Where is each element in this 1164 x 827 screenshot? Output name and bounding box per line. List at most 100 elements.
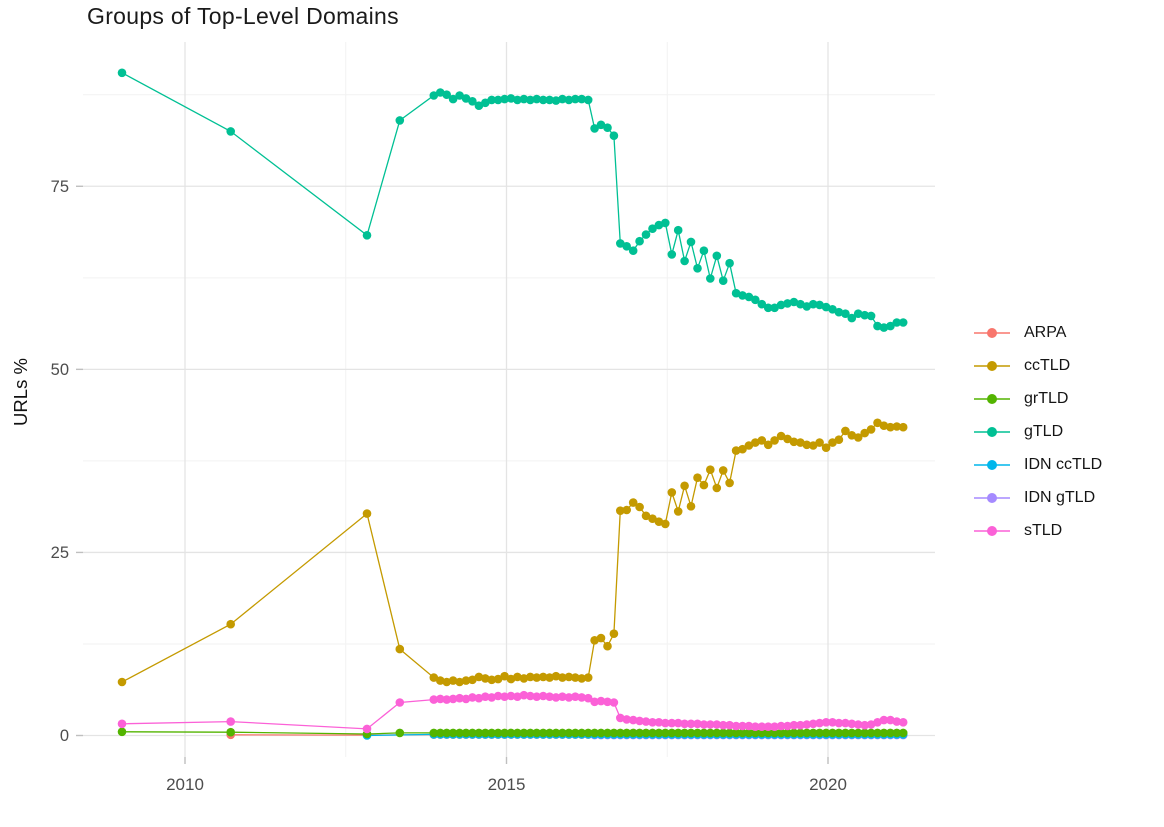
data-point <box>661 218 670 228</box>
data-point <box>395 728 405 738</box>
legend-key-icon <box>974 459 1010 470</box>
data-point <box>526 691 535 701</box>
data-point <box>442 90 452 99</box>
data-point <box>661 728 670 738</box>
data-point <box>686 719 696 729</box>
x-tick-label: 2020 <box>809 775 847 794</box>
data-point <box>571 728 580 738</box>
data-point <box>558 673 567 682</box>
data-point <box>815 728 824 738</box>
data-point <box>513 672 522 682</box>
data-point <box>680 728 689 738</box>
data-point <box>706 465 715 475</box>
data-point <box>770 728 779 738</box>
series-gTLD <box>117 68 908 332</box>
data-point <box>886 728 895 738</box>
data-point <box>648 728 657 738</box>
data-point <box>796 720 805 730</box>
data-point <box>455 677 464 687</box>
data-point <box>362 231 372 240</box>
data-point <box>609 728 619 738</box>
data-point <box>706 720 715 729</box>
data-point <box>763 722 773 731</box>
legend-key-icon <box>974 393 1010 404</box>
data-point <box>879 715 889 725</box>
data-point <box>693 719 702 729</box>
data-point <box>693 264 702 273</box>
data-point <box>500 671 509 681</box>
data-point <box>821 728 831 738</box>
data-point <box>886 321 895 331</box>
data-point <box>661 519 670 529</box>
data-point <box>847 719 857 729</box>
data-point <box>461 94 471 103</box>
data-point <box>545 673 554 682</box>
data-point <box>117 719 127 729</box>
legend-key-dot <box>987 459 997 470</box>
y-tick-label: 75 <box>51 178 69 196</box>
data-point <box>879 323 889 332</box>
data-point <box>577 94 586 104</box>
data-point <box>731 446 741 455</box>
data-point <box>725 720 734 730</box>
data-point <box>821 718 831 727</box>
data-point <box>519 690 529 700</box>
legend-item-gTLD: gTLD <box>972 415 1102 448</box>
data-point <box>789 437 799 447</box>
data-point <box>564 693 574 702</box>
data-point <box>622 715 631 724</box>
data-point <box>866 425 876 434</box>
data-point <box>468 675 477 685</box>
data-point <box>506 691 516 701</box>
data-point <box>487 675 497 685</box>
data-point <box>571 692 580 701</box>
legend-item-grTLD: grTLD <box>972 382 1102 415</box>
legend-item-ARPA: ARPA <box>972 316 1102 349</box>
data-point <box>789 297 799 307</box>
legend-label: IDN gTLD <box>1024 488 1096 506</box>
legend-label: sTLD <box>1024 521 1063 539</box>
data-point <box>654 728 664 738</box>
data-point <box>860 720 869 730</box>
legend-key-dot <box>987 360 997 371</box>
data-point <box>757 436 767 445</box>
data-point <box>886 422 895 432</box>
data-point <box>538 95 548 105</box>
data-point <box>532 673 541 682</box>
data-point <box>641 728 651 738</box>
data-point <box>673 718 683 728</box>
legend-item-ccTLD: ccTLD <box>972 349 1102 382</box>
data-point <box>226 717 235 726</box>
data-point <box>802 720 812 729</box>
data-point <box>853 720 863 729</box>
data-point <box>429 695 439 704</box>
data-point <box>481 674 490 683</box>
data-point <box>776 728 786 738</box>
data-point <box>481 728 490 738</box>
data-point <box>802 728 812 738</box>
data-point <box>545 692 554 701</box>
data-point <box>558 692 567 701</box>
data-point <box>699 720 709 729</box>
data-point <box>558 94 567 104</box>
data-point <box>538 672 548 682</box>
series-grTLD <box>117 727 908 739</box>
data-point <box>699 728 709 738</box>
data-point <box>712 483 722 493</box>
data-point <box>706 274 715 283</box>
data-point <box>583 95 593 105</box>
data-point <box>436 694 445 704</box>
axis-ticks: 0 25 50 75 2010 2015 2020 <box>51 178 847 794</box>
series-ccTLD <box>117 418 908 687</box>
data-point <box>429 673 439 682</box>
data-point <box>770 722 779 731</box>
data-point <box>751 728 760 738</box>
data-point <box>828 438 837 447</box>
data-point <box>448 94 458 104</box>
data-point <box>866 311 876 321</box>
data-point <box>481 98 490 108</box>
data-point <box>442 677 452 687</box>
data-point <box>628 728 638 738</box>
data-point <box>834 728 844 738</box>
data-point <box>448 694 458 704</box>
